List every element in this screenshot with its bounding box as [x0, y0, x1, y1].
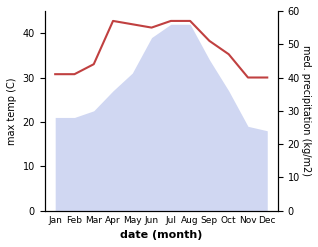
Y-axis label: max temp (C): max temp (C) [7, 77, 17, 144]
Y-axis label: med. precipitation (kg/m2): med. precipitation (kg/m2) [301, 45, 311, 176]
X-axis label: date (month): date (month) [120, 230, 203, 240]
